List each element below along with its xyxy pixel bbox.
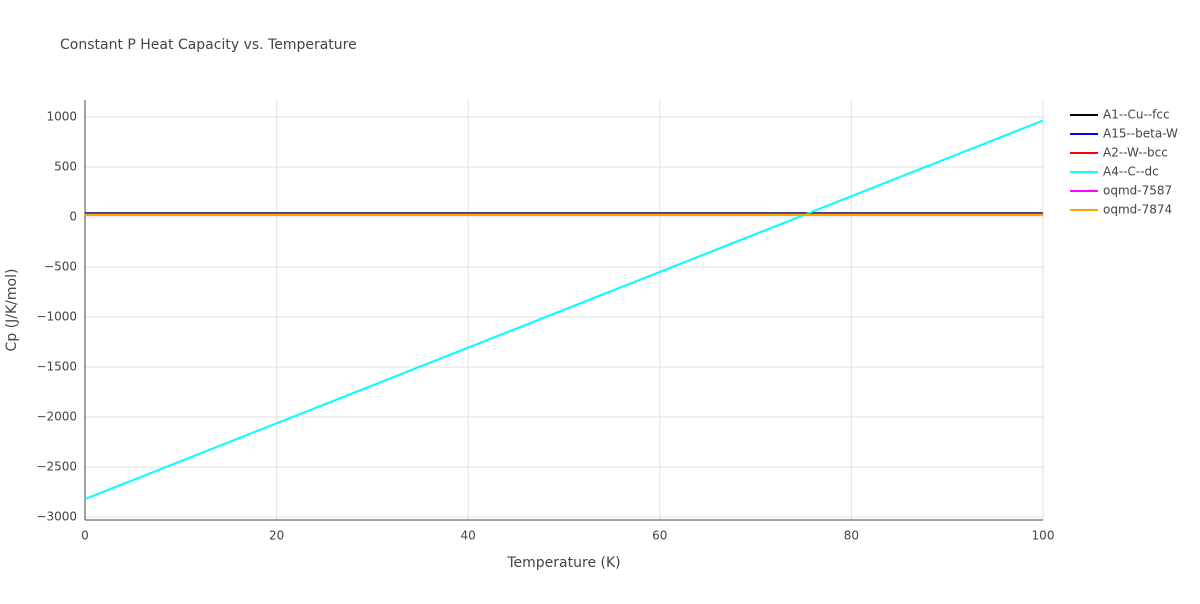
y-tick-label: −1000 bbox=[36, 310, 77, 324]
y-tick-label: 0 bbox=[69, 210, 77, 224]
y-tick-label: −1500 bbox=[36, 360, 77, 374]
y-tick-label: −3000 bbox=[36, 510, 77, 524]
y-tick-label: 500 bbox=[54, 160, 77, 174]
chart-title: Constant P Heat Capacity vs. Temperature bbox=[60, 37, 357, 53]
y-tick-label: 1000 bbox=[46, 110, 77, 124]
x-tick-label: 0 bbox=[81, 529, 89, 543]
x-tick-label: 80 bbox=[844, 529, 859, 543]
legend-label: oqmd-7587 bbox=[1103, 184, 1172, 198]
x-tick-label: 60 bbox=[652, 529, 667, 543]
y-tick-label: −2500 bbox=[36, 460, 77, 474]
y-tick-label: −2000 bbox=[36, 410, 77, 424]
legend-label: A4--C--dc bbox=[1103, 165, 1159, 179]
legend-label: A1--Cu--fcc bbox=[1103, 108, 1170, 122]
x-tick-label: 100 bbox=[1032, 529, 1055, 543]
x-tick-label: 40 bbox=[461, 529, 476, 543]
y-tick-label: −500 bbox=[44, 260, 77, 274]
series-line bbox=[84, 119, 1044, 500]
x-tick-label: 20 bbox=[269, 529, 284, 543]
legend-label: A2--W--bcc bbox=[1103, 146, 1168, 160]
legend-label: A15--beta-W bbox=[1103, 127, 1178, 141]
legend-label: oqmd-7874 bbox=[1103, 203, 1172, 217]
y-axis-title: Cp (J/K/mol) bbox=[4, 269, 20, 352]
x-axis-title: Temperature (K) bbox=[506, 555, 620, 571]
